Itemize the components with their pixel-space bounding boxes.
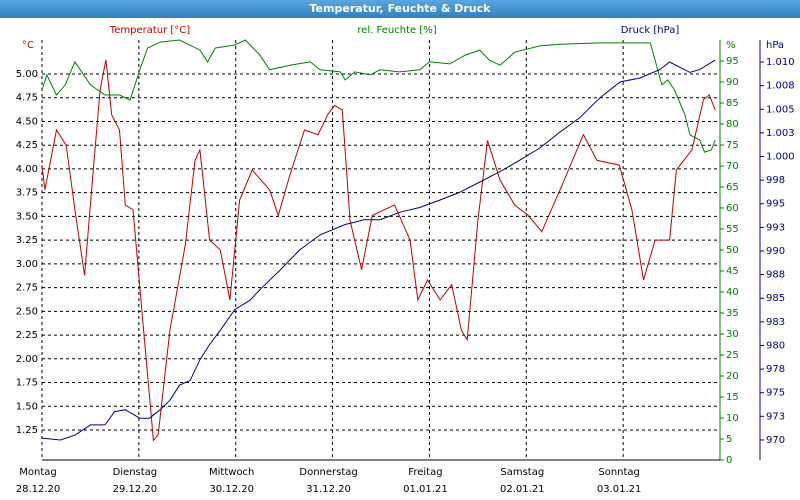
y-tick-label: 1.25 [16,425,38,436]
chart-title: Temperatur, Feuchte & Druck [310,2,492,15]
x-tick-date: 03.01.21 [597,484,642,495]
y2-tick-label: 45 [726,266,739,277]
y2-tick-label: 60 [726,203,739,214]
y2-tick-label: 55 [726,224,739,235]
y-tick-label: 3.00 [16,259,38,270]
y2-tick-label: 85 [726,98,739,109]
y-tick-label: 4.00 [16,164,38,175]
y-tick-label: 2.50 [16,306,38,317]
x-tick-label: Sonntag [598,467,640,478]
y3-tick-label: 1.000 [766,152,795,163]
y2-tick-label: 50 [726,245,739,256]
y3-tick-label: 1.008 [766,81,795,92]
y2-tick-label: 90 [726,77,739,88]
y-tick-label: 4.50 [16,116,38,127]
y3-tick-label: 1.003 [766,128,795,139]
y3-tick-label: 975 [766,388,785,399]
x-tick-date: 30.12.20 [209,484,254,495]
y-tick-label: 2.75 [16,283,38,294]
y3-tick-label: 983 [766,317,785,328]
y2-tick-label: 65 [726,182,739,193]
x-tick-label: Mittwoch [209,467,254,478]
y2-tick-label: 10 [726,413,739,424]
y3-tick-label: 1.005 [766,104,795,115]
y2-tick-label: 40 [726,287,739,298]
y3-tick-label: 980 [766,340,785,351]
legend-entry: Temperatur [°C] [109,25,190,36]
y-tick-label: 1.75 [16,378,38,389]
series-line [41,59,716,442]
y2-tick-label: 30 [726,329,739,340]
x-tick-date: 01.01.21 [403,484,448,495]
title-bar [0,0,800,18]
y3-tick-label: 988 [766,270,785,281]
legend-entry: rel. Feuchte [%] [357,25,436,36]
y3-tick-label: 995 [766,199,785,210]
x-tick-date: 28.12.20 [16,484,61,495]
x-tick-label: Freitag [408,467,442,478]
y-tick-label: 3.75 [16,188,38,199]
series-line [41,59,716,441]
y-tick-label: 1.50 [16,401,38,412]
y3-tick-label: 990 [766,246,785,257]
y3-axis-label: hPa [766,40,784,51]
y2-tick-label: 20 [726,371,739,382]
y3-tick-label: 1.010 [766,57,795,68]
y-tick-label: 2.25 [16,330,38,341]
y3-tick-label: 973 [766,411,785,422]
y2-tick-label: 0 [726,455,732,466]
legend-entry: Druck [hPa] [621,25,680,36]
x-tick-date: 02.01.21 [500,484,545,495]
y2-tick-label: 25 [726,350,739,361]
y2-tick-label: 15 [726,392,739,403]
y2-axis-label: % [726,40,736,51]
x-tick-label: Montag [19,467,56,478]
y-tick-label: 2.00 [16,354,38,365]
x-tick-date: 31.12.20 [306,484,351,495]
y3-tick-label: 985 [766,293,785,304]
y-tick-label: 3.25 [16,235,38,246]
y-tick-label: 4.25 [16,140,38,151]
y-tick-label: 5.00 [16,69,38,80]
y-tick-label: 4.75 [16,93,38,104]
y2-tick-label: 95 [726,56,739,67]
x-tick-label: Dienstag [113,467,158,478]
x-tick-label: Samstag [500,467,544,478]
y2-tick-label: 80 [726,119,739,130]
x-tick-label: Donnerstag [299,467,357,478]
y-axis-label: °C [22,40,34,51]
series-line [41,39,716,153]
y3-tick-label: 993 [766,222,785,233]
y2-tick-label: 70 [726,161,739,172]
y3-tick-label: 970 [766,435,785,446]
y2-tick-label: 5 [726,434,732,445]
y3-tick-label: 978 [766,364,785,375]
y2-tick-label: 75 [726,140,739,151]
y3-tick-label: 998 [766,175,785,186]
x-tick-date: 29.12.20 [113,484,158,495]
y2-tick-label: 35 [726,308,739,319]
y-tick-label: 3.50 [16,211,38,222]
